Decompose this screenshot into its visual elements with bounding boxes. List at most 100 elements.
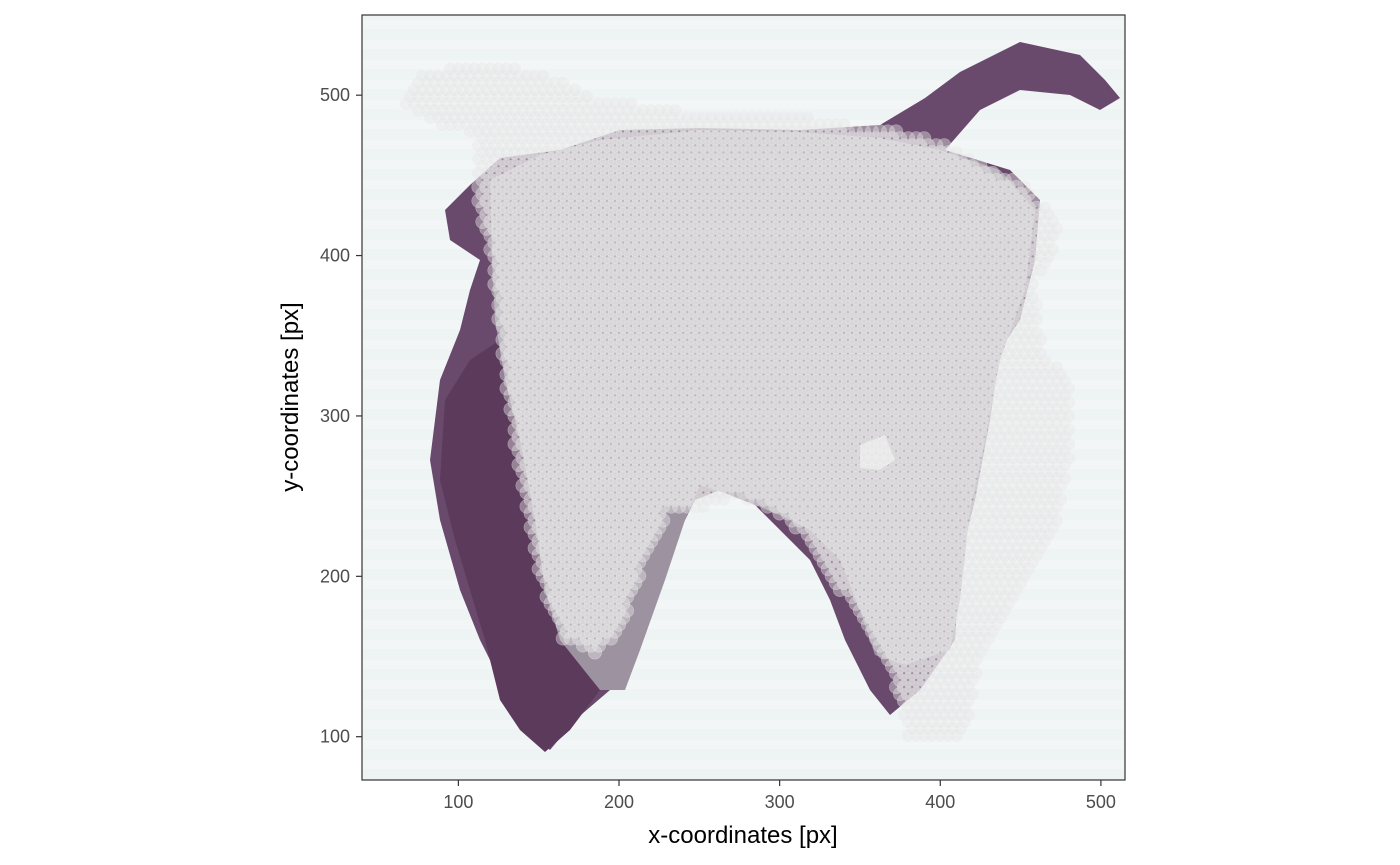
spot-point — [583, 540, 599, 556]
spot-point — [929, 527, 944, 542]
spot-point — [828, 561, 844, 577]
spot-point — [900, 589, 916, 604]
spot-point — [1005, 534, 1020, 549]
spot-point — [824, 554, 839, 570]
spot-point — [957, 659, 972, 674]
spot-point — [828, 520, 844, 535]
spot-point — [1037, 534, 1052, 549]
spot-point — [535, 527, 550, 542]
spot-point — [880, 540, 896, 556]
spot-point — [860, 547, 876, 563]
spot-point — [595, 520, 611, 535]
spot-point — [635, 520, 651, 535]
spot-point — [583, 624, 599, 639]
spot-point — [591, 596, 607, 611]
spot-point — [985, 610, 1000, 625]
y-tick-label: 200 — [320, 566, 350, 586]
spot-point — [856, 527, 872, 542]
spot-point — [917, 561, 932, 577]
spot-point — [941, 728, 956, 743]
spot-point — [840, 540, 856, 556]
spot-point — [909, 686, 924, 702]
spot-point — [965, 589, 980, 604]
spot-point — [555, 547, 570, 563]
spot-point — [900, 631, 916, 646]
spot-point — [913, 527, 928, 542]
spot-point — [933, 617, 948, 632]
spot-point — [961, 652, 976, 667]
spot-point — [933, 714, 948, 729]
spot-point — [547, 520, 562, 535]
spot-point — [945, 707, 960, 722]
spot-point — [953, 652, 968, 667]
spot-point — [957, 700, 972, 716]
spot-point — [900, 728, 916, 743]
spot-point — [868, 575, 884, 591]
spot-point — [579, 617, 595, 632]
spot-point — [611, 561, 627, 577]
spot-point — [929, 638, 944, 653]
spot-point — [1017, 527, 1032, 542]
spot-point — [921, 665, 936, 681]
spot-point — [848, 568, 864, 584]
spot-point — [937, 582, 952, 597]
spot-point — [1013, 561, 1028, 577]
spot-point — [531, 520, 546, 535]
spot-point — [977, 540, 992, 556]
spot-point — [587, 631, 603, 646]
spot-point — [957, 714, 972, 729]
spot-point — [812, 547, 827, 563]
spot-point — [917, 603, 932, 618]
spot-point — [623, 554, 639, 570]
spot-point — [888, 554, 904, 570]
tissue-lower-left-lobe — [440, 340, 600, 752]
spot-point — [872, 638, 888, 653]
spot-point — [909, 547, 924, 563]
spot-point — [860, 617, 876, 632]
spot-point — [961, 638, 976, 653]
spot-point — [1017, 554, 1032, 570]
spot-point — [587, 561, 603, 577]
spot-point — [611, 534, 627, 549]
spot-point — [961, 693, 976, 709]
spot-point — [941, 520, 956, 535]
spot-point — [933, 728, 948, 743]
spot-point — [961, 540, 976, 556]
spot-point — [953, 540, 968, 556]
spot-point — [872, 554, 888, 570]
spot-point — [872, 610, 888, 625]
spot-point — [937, 679, 952, 695]
spot-point — [941, 659, 956, 674]
spot-point — [929, 707, 944, 722]
spot-point — [623, 540, 639, 556]
spot-point — [868, 603, 884, 618]
spot-point — [619, 520, 635, 535]
spot-layer — [399, 61, 1076, 743]
spot-point — [844, 561, 860, 577]
spot-point — [989, 547, 1004, 563]
spot-point — [905, 707, 920, 722]
spot-point — [953, 665, 968, 681]
spot-point — [1021, 547, 1036, 563]
spot-point — [921, 568, 936, 584]
spot-point — [949, 575, 964, 591]
spot-point — [909, 589, 924, 604]
spot-point — [599, 624, 615, 639]
spot-point — [997, 534, 1012, 549]
spot-point — [611, 575, 627, 591]
spot-point — [957, 589, 972, 604]
x-axis-title: x-coordinates [px] — [648, 822, 837, 849]
spot-point — [917, 520, 932, 535]
spot-point — [900, 520, 916, 535]
spot-point — [852, 589, 868, 604]
spot-point — [933, 672, 948, 688]
spot-point — [1001, 554, 1016, 570]
spot-point — [1017, 179, 1032, 195]
spot-point — [884, 603, 900, 618]
spot-point — [981, 561, 996, 577]
spot-point — [969, 568, 984, 584]
spot-point — [961, 707, 976, 722]
spot-point — [852, 603, 868, 618]
spot-point — [905, 665, 920, 681]
